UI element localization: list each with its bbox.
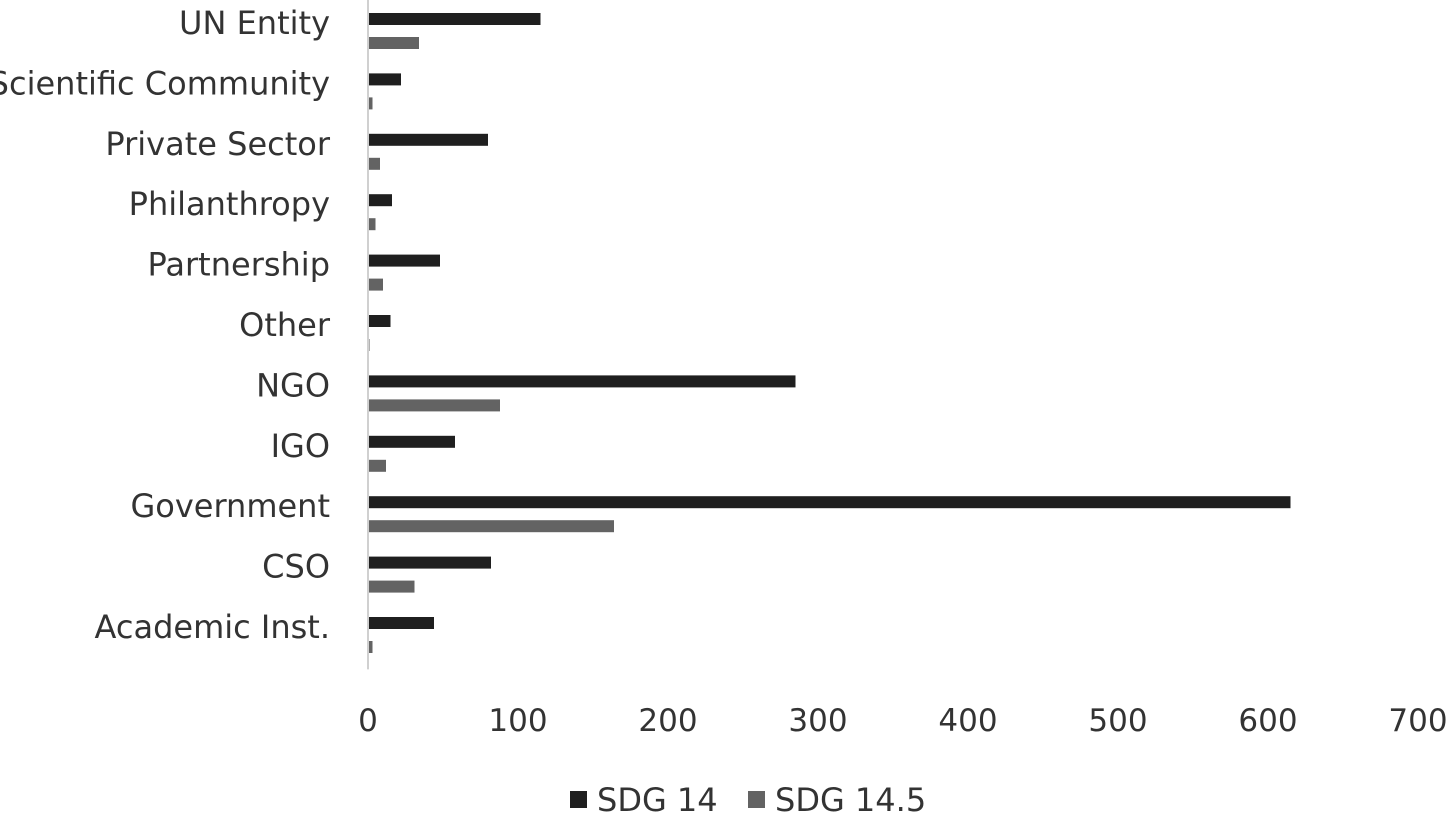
bar-sdg14-5-un-entity [368, 37, 419, 49]
x-tick-label: 400 [938, 703, 997, 739]
category-labels: UN Entity Scientific Community Private Sec… [0, 4, 331, 646]
category-label: UN Entity [179, 4, 330, 42]
category-label: Other [239, 306, 331, 344]
bar-sdg14-5-philanthropy [368, 218, 376, 231]
bar-sdg14-5-academic-inst [368, 641, 373, 653]
bar-sdg14-5-cso [368, 580, 415, 593]
bar-sdg14-5-private-sector [368, 157, 380, 170]
x-tick-label: 300 [788, 703, 847, 739]
bar-sdg14-un-entity [368, 13, 541, 25]
bars-group [368, 13, 1291, 653]
legend-label: SDG 14.5 [775, 781, 926, 819]
bar-sdg14-private-sector [368, 133, 488, 146]
category-label: Philanthropy [129, 185, 330, 223]
x-tick-label: 700 [1388, 703, 1447, 739]
category-label: Partnership [148, 246, 330, 284]
bar-sdg14-igo [368, 435, 455, 448]
x-tick-labels: 0 100 200 300 400 500 600 700 [358, 703, 1447, 739]
bar-sdg14-philanthropy [368, 194, 392, 207]
legend-swatch [748, 791, 765, 808]
legend: SDG 14 SDG 14.5 [570, 781, 926, 819]
category-label: Government [130, 487, 330, 525]
bar-sdg14-government [368, 496, 1291, 509]
category-label: Academic Inst. [95, 608, 330, 646]
x-tick-label: 0 [358, 703, 378, 739]
bar-sdg14-partnership [368, 254, 440, 267]
bar-sdg14-scientific-community [368, 73, 401, 86]
legend-label: SDG 14 [597, 781, 718, 819]
category-label: CSO [262, 548, 330, 586]
bar-sdg14-5-ngo [368, 399, 500, 412]
bar-sdg14-5-government [368, 520, 614, 533]
category-label: Private Sector [105, 125, 330, 163]
x-tick-label: 600 [1238, 703, 1297, 739]
bar-sdg14-5-partnership [368, 278, 383, 291]
category-label: NGO [256, 366, 330, 404]
bar-sdg14-academic-inst [368, 617, 434, 629]
bar-sdg14-other [368, 315, 391, 327]
bar-sdg14-cso [368, 556, 491, 569]
category-label: Scientific Community [0, 64, 330, 102]
x-tick-label: 200 [638, 703, 697, 739]
legend-swatch [570, 791, 587, 808]
x-tick-label: 500 [1088, 703, 1147, 739]
bar-sdg14-5-scientific-community [368, 97, 373, 110]
x-tick-label: 100 [488, 703, 547, 739]
bar-sdg14-5-igo [368, 459, 386, 472]
category-label: IGO [271, 427, 330, 465]
bar-sdg14-ngo [368, 375, 796, 388]
